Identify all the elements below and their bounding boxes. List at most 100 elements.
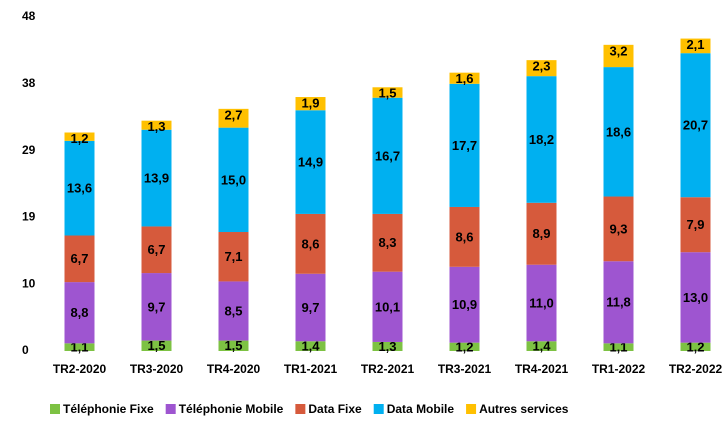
bar-segment xyxy=(295,213,326,274)
bar-segment xyxy=(372,341,403,351)
bar-segment xyxy=(372,271,403,342)
x-tick-label: TR2-2020 xyxy=(53,362,107,376)
bar-segment xyxy=(64,132,95,141)
legend-label: Data Mobile xyxy=(387,402,455,416)
x-tick-label: TR4-2020 xyxy=(207,362,261,376)
x-tick-label: TR1-2022 xyxy=(592,362,646,376)
bar-segment xyxy=(680,197,711,253)
bar-segment xyxy=(218,108,249,128)
x-tick-label: TR4-2021 xyxy=(515,362,569,376)
data-label: 16,7 xyxy=(375,148,400,163)
data-label: 6,7 xyxy=(147,242,165,257)
bar-segment xyxy=(449,206,480,267)
bar-segment xyxy=(141,129,172,227)
bar-segment xyxy=(603,44,634,68)
data-label: 18,2 xyxy=(529,132,554,147)
bar-segment xyxy=(680,53,711,198)
bar-segment xyxy=(372,97,403,214)
bar-segment xyxy=(372,213,403,272)
bar-segment xyxy=(218,281,249,341)
data-label: 1,5 xyxy=(147,338,165,353)
bar-segment xyxy=(141,120,172,130)
bar-segment xyxy=(603,196,634,262)
bar-segment xyxy=(218,232,249,282)
bar-segment xyxy=(449,72,480,84)
bar-segment xyxy=(218,340,249,351)
data-label: 1,1 xyxy=(609,340,627,355)
data-label: 1,4 xyxy=(301,339,320,354)
bar-segment xyxy=(64,343,95,351)
data-label: 3,2 xyxy=(609,43,627,58)
data-label: 11,8 xyxy=(606,295,631,310)
bar-segment xyxy=(295,341,326,351)
data-label: 8,9 xyxy=(532,226,550,241)
y-tick-label: 10 xyxy=(22,276,36,290)
data-label: 13,9 xyxy=(144,171,169,186)
bar-segment xyxy=(141,340,172,351)
data-label: 7,9 xyxy=(686,217,704,232)
x-tick-label: TR3-2020 xyxy=(130,362,184,376)
bar-segment xyxy=(603,343,634,351)
data-label: 10,1 xyxy=(375,299,400,314)
bar-segment xyxy=(449,266,480,343)
data-label: 1,4 xyxy=(532,339,551,354)
data-label: 1,6 xyxy=(455,71,473,86)
data-label: 10,9 xyxy=(452,297,477,312)
data-label: 1,2 xyxy=(455,339,473,354)
data-label: 2,3 xyxy=(532,59,550,74)
x-tick-label: TR2-2021 xyxy=(361,362,415,376)
bar-segment xyxy=(526,76,557,203)
y-tick-label: 48 xyxy=(22,9,36,23)
data-label: 1,1 xyxy=(70,340,88,355)
bar-segment xyxy=(526,60,557,77)
legend-label: Téléphonie Fixe xyxy=(63,402,154,416)
data-label: 14,9 xyxy=(298,155,323,170)
bar-segment xyxy=(64,282,95,344)
bar-segment xyxy=(141,273,172,341)
legend-swatch xyxy=(466,404,477,414)
bar-segment xyxy=(680,38,711,54)
data-label: 2,1 xyxy=(686,37,704,52)
data-label: 17,7 xyxy=(452,138,477,153)
y-tick-label: 38 xyxy=(22,76,36,90)
legend-label: Data Fixe xyxy=(308,402,362,416)
data-label: 1,5 xyxy=(224,338,242,353)
legend-swatch xyxy=(373,404,384,414)
x-tick-label: TR3-2021 xyxy=(438,362,492,376)
legend-swatch xyxy=(50,404,60,414)
x-tick-label: TR1-2021 xyxy=(284,362,338,376)
bar-segment xyxy=(526,202,557,265)
x-tick-label: TR2-2022 xyxy=(669,362,723,376)
data-label: 1,5 xyxy=(378,86,396,101)
data-label: 11,0 xyxy=(529,295,554,310)
data-label: 1,9 xyxy=(301,95,319,110)
bar-segment xyxy=(526,264,557,342)
bar-segment xyxy=(218,127,249,233)
data-label: 8,5 xyxy=(224,303,242,318)
legend-swatch xyxy=(165,404,176,414)
y-tick-label: 29 xyxy=(22,143,36,157)
bar-segment xyxy=(295,273,326,342)
data-label: 18,6 xyxy=(606,124,631,139)
legend-label: Téléphonie Mobile xyxy=(179,402,284,416)
data-label: 20,7 xyxy=(683,118,708,133)
bar-segment xyxy=(64,140,95,236)
data-label: 9,7 xyxy=(301,300,319,315)
data-label: 8,8 xyxy=(70,305,88,320)
data-label: 15,0 xyxy=(221,172,246,187)
data-label: 1,2 xyxy=(70,131,88,146)
data-label: 13,0 xyxy=(683,290,708,305)
y-tick-label: 19 xyxy=(22,210,36,224)
bar-segment xyxy=(449,83,480,207)
data-label: 2,7 xyxy=(224,107,242,122)
bar-segment xyxy=(64,235,95,283)
y-tick-label: 0 xyxy=(22,343,29,357)
bar-segment xyxy=(526,341,557,351)
bar-segment xyxy=(295,97,326,111)
data-label: 13,6 xyxy=(67,181,92,196)
bar-segment xyxy=(449,342,480,351)
bar-segment xyxy=(372,87,403,98)
legend-label: Autres services xyxy=(479,402,569,416)
data-label: 8,6 xyxy=(301,236,319,251)
